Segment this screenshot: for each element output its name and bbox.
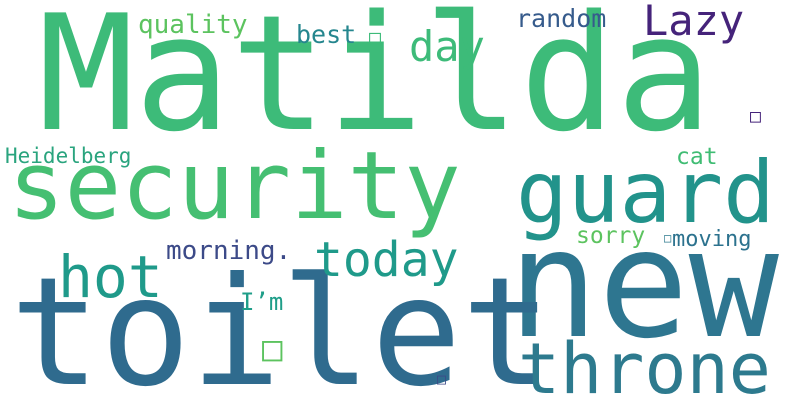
- word-heidelberg: Heidelberg: [5, 144, 132, 168]
- word-random: random: [516, 4, 607, 33]
- glyph-box-5: □: [664, 231, 672, 245]
- word-day: day: [409, 22, 485, 71]
- word-today: today: [314, 232, 459, 288]
- glyph-box-2: □: [262, 329, 283, 369]
- word-quality: quality: [138, 10, 248, 40]
- word-lazy: Lazy: [643, 0, 745, 45]
- glyph-box-3: □: [750, 106, 761, 127]
- word-guard: guard: [516, 143, 775, 243]
- word-hot: hot: [58, 243, 163, 311]
- word-throne: throne: [518, 328, 771, 400]
- word-im: I’m: [240, 288, 284, 316]
- word-toilet: toilet: [10, 246, 552, 400]
- word-new: new: [508, 198, 779, 372]
- glyph-box-4: □: [437, 370, 447, 388]
- glyph-box-1: □: [369, 25, 382, 49]
- word-cat: cat: [676, 144, 718, 170]
- word-best: best: [296, 20, 357, 49]
- word-moving: moving: [672, 227, 752, 252]
- word-morning: morning.: [166, 236, 292, 266]
- word-security: security: [8, 132, 461, 241]
- word-matilda: Matilda: [38, 0, 713, 167]
- word-sorry: sorry: [576, 223, 646, 249]
